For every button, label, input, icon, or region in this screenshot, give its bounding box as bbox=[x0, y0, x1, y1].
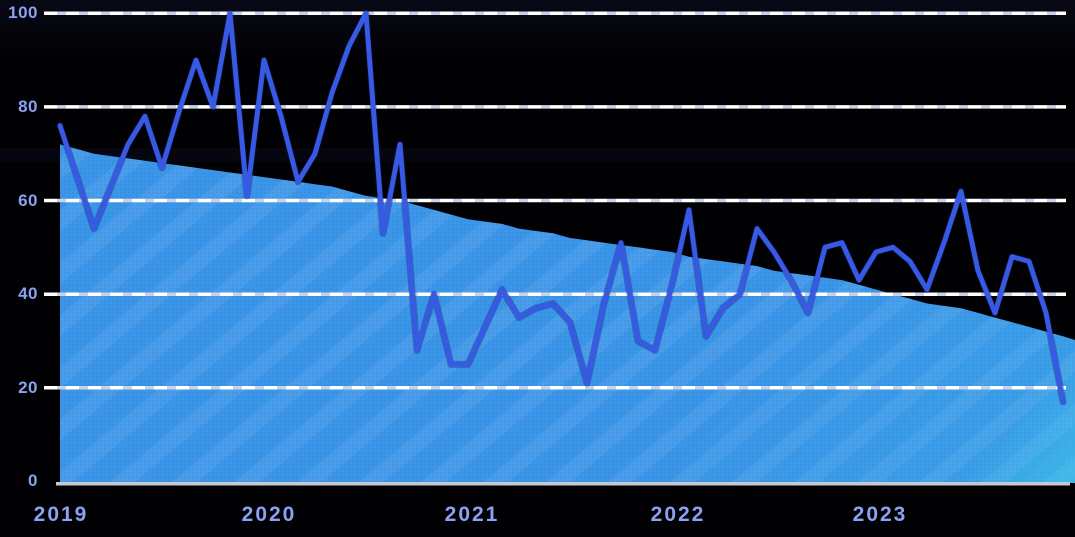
x-axis-label: 2019 bbox=[33, 503, 89, 526]
y-axis-label: 20 bbox=[18, 378, 38, 397]
area-series bbox=[60, 144, 1075, 483]
x-axis-label: 2022 bbox=[650, 503, 706, 526]
y-axis-label: 60 bbox=[18, 191, 38, 210]
x-axis-label: 2021 bbox=[444, 503, 500, 526]
y-axis-label: 100 bbox=[8, 3, 38, 22]
y-axis-label: 0 bbox=[28, 471, 38, 490]
x-axis-label: 2020 bbox=[241, 503, 297, 526]
line-series bbox=[57, 10, 1066, 405]
y-axis-label: 80 bbox=[18, 97, 38, 116]
y-axis-label: 40 bbox=[18, 284, 38, 303]
x-axis-label: 2023 bbox=[852, 503, 908, 526]
